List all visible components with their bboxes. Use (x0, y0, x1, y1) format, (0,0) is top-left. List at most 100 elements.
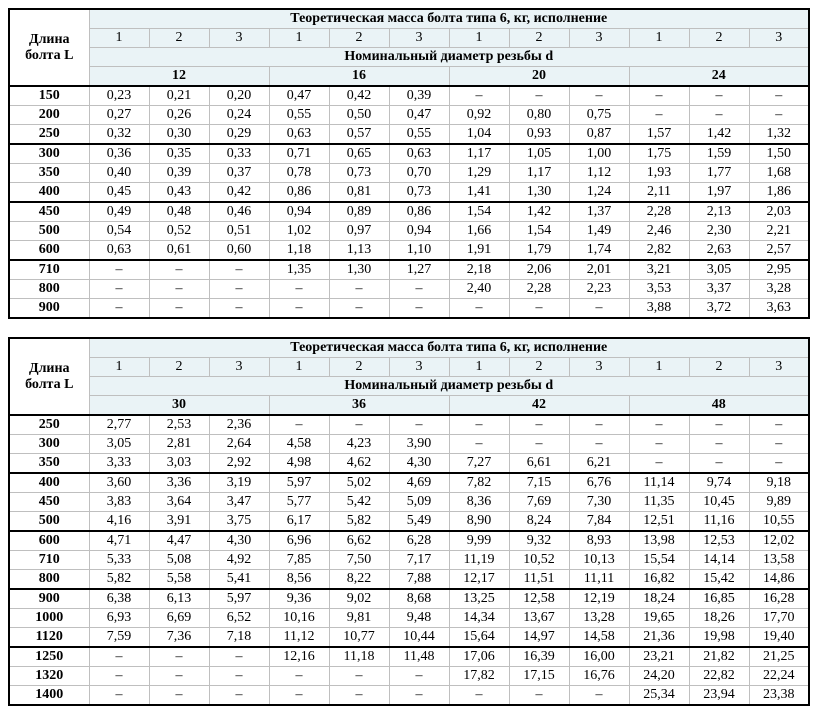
value-cell: 7,59 (89, 628, 149, 648)
value-cell: 10,45 (689, 493, 749, 512)
value-cell: 5,08 (149, 551, 209, 570)
value-cell: – (689, 86, 749, 106)
value-cell: – (509, 415, 569, 435)
value-cell: 1,35 (269, 260, 329, 280)
value-cell: 0,51 (209, 222, 269, 241)
value-cell: 9,99 (449, 531, 509, 551)
value-cell: – (209, 280, 269, 299)
value-cell: 17,70 (749, 609, 809, 628)
value-cell: 0,29 (209, 125, 269, 145)
value-cell: 1,27 (389, 260, 449, 280)
value-cell: 4,69 (389, 473, 449, 493)
value-cell: 0,73 (329, 164, 389, 183)
value-cell: 2,64 (209, 435, 269, 454)
value-cell: 15,42 (689, 570, 749, 590)
length-cell: 1000 (9, 609, 89, 628)
length-cell: 400 (9, 183, 89, 203)
value-cell: – (89, 647, 149, 667)
value-cell: 14,34 (449, 609, 509, 628)
value-cell: – (209, 260, 269, 280)
value-cell: 0,86 (389, 202, 449, 222)
value-cell: 1,50 (749, 144, 809, 164)
value-cell: 6,21 (569, 454, 629, 474)
value-cell: 11,19 (449, 551, 509, 570)
value-cell: 1,05 (509, 144, 569, 164)
exec-col-5: 2 (329, 358, 389, 377)
value-cell: 4,98 (269, 454, 329, 474)
length-cell: 900 (9, 299, 89, 319)
value-cell: – (569, 686, 629, 706)
length-cell: 250 (9, 125, 89, 145)
value-cell: 8,24 (509, 512, 569, 532)
value-cell: 1,41 (449, 183, 509, 203)
mass-table-1: Длина болта LТеоретическая масса болта т… (8, 8, 810, 319)
value-cell: 2,28 (509, 280, 569, 299)
value-cell: 19,65 (629, 609, 689, 628)
value-cell: – (149, 686, 209, 706)
value-cell: 9,02 (329, 589, 389, 609)
value-cell: 2,46 (629, 222, 689, 241)
value-cell: 1,57 (629, 125, 689, 145)
value-cell: 3,53 (629, 280, 689, 299)
value-cell: 13,67 (509, 609, 569, 628)
value-cell: 22,82 (689, 667, 749, 686)
value-cell: 0,47 (269, 86, 329, 106)
exec-col-10: 1 (629, 358, 689, 377)
value-cell: 3,90 (389, 435, 449, 454)
value-cell: 7,88 (389, 570, 449, 590)
value-cell: 0,87 (569, 125, 629, 145)
value-cell: 3,60 (89, 473, 149, 493)
exec-col-7: 1 (449, 358, 509, 377)
length-cell: 450 (9, 493, 89, 512)
length-cell: 1320 (9, 667, 89, 686)
diameter-12: 12 (89, 67, 269, 87)
value-cell: 14,86 (749, 570, 809, 590)
value-cell: 7,18 (209, 628, 269, 648)
value-cell: 0,27 (89, 106, 149, 125)
value-cell: – (149, 260, 209, 280)
value-cell: 1,97 (689, 183, 749, 203)
value-cell: 9,18 (749, 473, 809, 493)
value-cell: 0,45 (89, 183, 149, 203)
value-cell: 2,57 (749, 241, 809, 261)
value-cell: 5,09 (389, 493, 449, 512)
value-cell: 5,97 (209, 589, 269, 609)
value-cell: 15,54 (629, 551, 689, 570)
value-cell: – (329, 686, 389, 706)
value-cell: 14,97 (509, 628, 569, 648)
value-cell: 5,49 (389, 512, 449, 532)
value-cell: 0,32 (89, 125, 149, 145)
value-cell: 8,90 (449, 512, 509, 532)
value-cell: 1,24 (569, 183, 629, 203)
exec-col-12: 3 (749, 29, 809, 48)
value-cell: 23,94 (689, 686, 749, 706)
value-cell: 4,30 (209, 531, 269, 551)
value-cell: 11,11 (569, 570, 629, 590)
value-cell: – (689, 106, 749, 125)
value-cell: 6,76 (569, 473, 629, 493)
value-cell: 12,02 (749, 531, 809, 551)
value-cell: 10,52 (509, 551, 569, 570)
length-cell: 350 (9, 164, 89, 183)
value-cell: 10,77 (329, 628, 389, 648)
value-cell: 1,42 (509, 202, 569, 222)
value-cell: 0,49 (89, 202, 149, 222)
exec-col-11: 2 (689, 358, 749, 377)
value-cell: 2,30 (689, 222, 749, 241)
value-cell: 14,14 (689, 551, 749, 570)
value-cell: 5,02 (329, 473, 389, 493)
value-cell: 13,25 (449, 589, 509, 609)
value-cell: – (629, 415, 689, 435)
value-cell: 1,30 (329, 260, 389, 280)
value-cell: 0,80 (509, 106, 569, 125)
exec-col-12: 3 (749, 358, 809, 377)
value-cell: 5,58 (149, 570, 209, 590)
value-cell: 3,05 (89, 435, 149, 454)
value-cell: 2,95 (749, 260, 809, 280)
diameter-title: Номинальный диаметр резьбы d (89, 377, 809, 396)
value-cell: 11,18 (329, 647, 389, 667)
length-cell: 710 (9, 551, 89, 570)
length-cell: 900 (9, 589, 89, 609)
value-cell: 5,82 (329, 512, 389, 532)
value-cell: 6,17 (269, 512, 329, 532)
